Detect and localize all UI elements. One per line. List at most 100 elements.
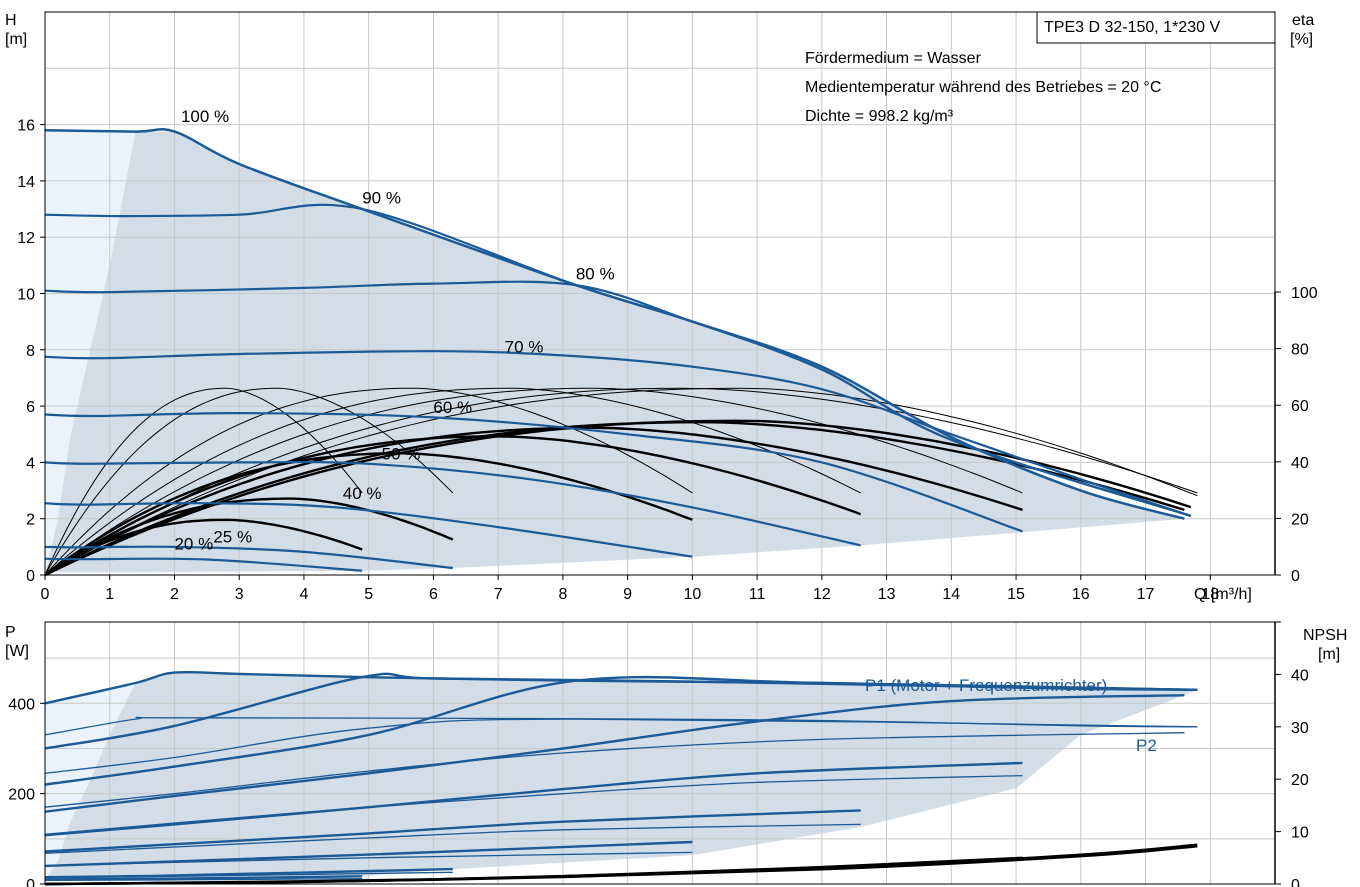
- p2-curve: [44, 823, 861, 854]
- power-low-flow-area: [45, 683, 136, 880]
- temperature-annotation: Medientemperatur während des Betriebes =…: [805, 79, 1161, 96]
- h-tick-label: 2: [26, 512, 35, 529]
- npsh-tick-label: 10: [1291, 825, 1309, 842]
- npsh-axis-unit: [m]: [1318, 646, 1340, 663]
- h-axis-label: H: [5, 12, 17, 29]
- head-curve: [44, 350, 1192, 517]
- npsh-tick-label: 20: [1291, 772, 1309, 789]
- h-tick-label: 8: [26, 343, 35, 360]
- p1-curve: [44, 809, 861, 853]
- q-tick-label: 3: [235, 586, 244, 603]
- q-tick-label: 4: [299, 586, 308, 603]
- head-curve-label: 25 %: [213, 528, 252, 547]
- eta-axis-label: eta: [1292, 12, 1314, 29]
- q-tick-label: 13: [878, 586, 896, 603]
- head-axis-ticks: 0 1 2 3 4 5 6 7 8 9 10 11 12 13 14 15 16 17 18024681012141…: [17, 118, 1318, 603]
- head-curve-label: 60 %: [433, 398, 472, 417]
- h-axis-unit: [m]: [5, 31, 27, 48]
- head-curve-label: 100 %: [181, 107, 229, 126]
- efficiency-curves-thin: [44, 387, 1198, 576]
- p-tick-label: 200: [8, 787, 35, 804]
- h-tick-label: 16: [17, 118, 35, 135]
- p-tick-label: 400: [8, 696, 35, 713]
- npsh-curves: [44, 843, 1198, 886]
- head-low-flow-area: [45, 130, 136, 575]
- q-tick-label: 8: [558, 586, 567, 603]
- p2-curve: [44, 774, 1023, 835]
- h-tick-label: 0: [26, 568, 35, 585]
- q-tick-label: 5: [364, 586, 373, 603]
- speed-curve-labels: 100 % 90 % 80 % 70 % 60 % 50 % 40 % 25 %20 %: [174, 107, 614, 554]
- q-tick-label: 14: [942, 586, 960, 603]
- p1-curve: [44, 867, 453, 879]
- p-tick-label: 0: [26, 877, 35, 887]
- eta-tick-label: 60: [1291, 398, 1309, 415]
- efficiency-curve-bold: [44, 435, 862, 577]
- efficiency-curve: [44, 387, 1198, 576]
- head-curve-label: 40 %: [343, 484, 382, 503]
- efficiency-curve-bold: [44, 497, 454, 577]
- q-axis-label: Q [m³/h]: [1194, 586, 1252, 603]
- npsh-curve: [44, 845, 1198, 886]
- eta-tick-label: 0: [1291, 568, 1300, 585]
- p1-curves: [44, 670, 1198, 881]
- head-curve: [44, 502, 693, 558]
- head-curve: [44, 545, 453, 570]
- eta-tick-label: 80: [1291, 342, 1309, 359]
- efficiency-curve-bold: [44, 419, 1192, 577]
- h-tick-label: 14: [17, 174, 35, 191]
- efficiency-curve: [44, 387, 693, 576]
- q-tick-label: 11: [749, 586, 766, 603]
- efficiency-curve: [44, 387, 1198, 576]
- head-curve-label: 20 %: [174, 535, 213, 554]
- power-axis-ticks: 0 200 400 0 10 20 30 40: [8, 621, 1309, 887]
- operating-range-envelope: [45, 130, 1185, 575]
- p-axis-unit: [W]: [5, 643, 29, 660]
- q-tick-label: 18: [1201, 586, 1219, 603]
- head-grid: [45, 12, 1275, 575]
- head-curve: [44, 411, 1023, 533]
- head-curve-label: 80 %: [576, 264, 615, 283]
- power-range-envelope: [45, 672, 1198, 880]
- p1-curve: [44, 694, 1185, 813]
- q-tick-label: 12: [813, 586, 831, 603]
- p1-curve: [44, 675, 1198, 786]
- q-tick-label: 10: [683, 586, 701, 603]
- q-tick-label: 17: [1137, 586, 1155, 603]
- head-efficiency-panel: 0 1 2 3 4 5 6 7 8 9 10 11 12 13 14 15 16 17 18024681012141…: [5, 11, 1318, 603]
- npsh-tick-label: 30: [1291, 720, 1309, 737]
- pump-model-title: TPE3 D 32-150, 1*230 V: [1044, 19, 1220, 36]
- q-tick-label: 9: [623, 586, 632, 603]
- head-curve-label: 90 %: [362, 188, 401, 207]
- p1-curve: [44, 875, 363, 881]
- eta-tick-label: 20: [1291, 511, 1309, 528]
- h-tick-label: 6: [26, 399, 35, 416]
- head-curve: [44, 460, 861, 547]
- p2-curve-label: P2: [1136, 736, 1157, 755]
- q-tick-label: 0: [41, 586, 50, 603]
- head-speed-curves: [44, 128, 1192, 572]
- pump-model-box: [1036, 11, 1276, 44]
- q-tick-label: 2: [170, 586, 179, 603]
- efficiency-curve: [44, 387, 454, 576]
- head-curve: [44, 280, 1192, 517]
- efficiency-curve: [44, 387, 861, 576]
- p1-curve: [44, 761, 1023, 837]
- p2-curve: [44, 718, 1198, 774]
- h-tick-label: 12: [17, 230, 35, 247]
- h-tick-label: 10: [17, 287, 35, 304]
- eta-tick-label: 40: [1291, 455, 1309, 472]
- npsh-tick-label: 40: [1291, 667, 1309, 684]
- efficiency-curve: [44, 387, 363, 576]
- npsh-axis-label: NPSH: [1303, 627, 1347, 644]
- p1-curve: [44, 840, 693, 868]
- head-curve-label: 70 %: [505, 338, 544, 357]
- q-tick-label: 1: [105, 586, 114, 603]
- q-tick-label: 15: [1007, 586, 1025, 603]
- q-tick-label: 7: [494, 586, 503, 603]
- eta-axis-unit: [%]: [1290, 31, 1313, 48]
- medium-annotation: Fördermedium = Wasser: [805, 50, 982, 67]
- npsh-tick-label: 0: [1291, 877, 1300, 887]
- head-curve: [44, 557, 363, 572]
